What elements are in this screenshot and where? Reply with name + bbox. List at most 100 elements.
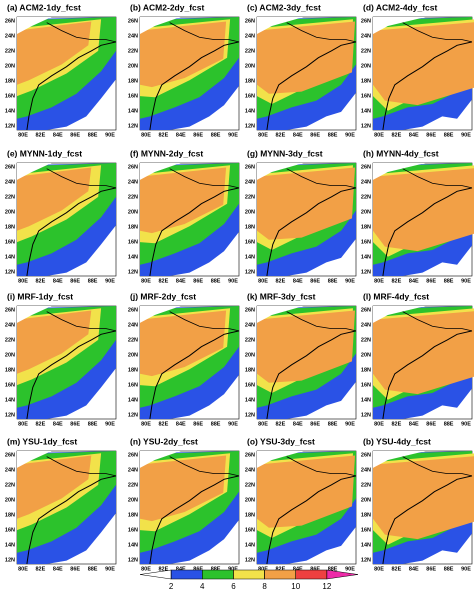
x-tick-label: 84E [53,278,63,284]
region-white [17,451,52,468]
x-tick-label: 84E [53,132,63,138]
colorbar-tick-label: 10 [291,582,300,590]
panel: (o) YSU-3dy_fcst 26N 24N 22N 20N 18N 16N 14N 12N… [245,436,357,572]
y-tick-label: 18N [361,512,371,518]
x-tick-label: 84E [293,278,303,284]
x-tick-label: 80E [258,278,268,284]
y-tick-label: 18N [128,367,138,373]
x-tick-label: 88E [211,566,221,572]
y-tick-label: 20N [5,497,15,503]
colorbar-tick-label: 2 [169,582,174,590]
panel-title: (d) ACM2-4dy_fcst [363,2,437,12]
y-tick-label: 20N [361,63,371,69]
y-tick-label: 22N [128,194,138,200]
x-tick-label: 80E [374,421,384,427]
y-tick-label: 16N [5,93,15,99]
x-tick-label: 86E [70,278,80,284]
panel-title: (l) MRF-4dy_fcst [363,291,429,301]
y-tick-label: 18N [5,512,15,518]
y-tick-label: 24N [361,322,371,328]
x-tick-label: 86E [310,278,320,284]
border [402,311,473,332]
coastline [26,41,117,131]
x-tick-label: 82E [159,132,169,138]
x-tick-label: 82E [276,278,286,284]
y-tick-label: 20N [361,209,371,215]
x-tick-label: 84E [53,421,63,427]
x-tick-label: 82E [392,278,402,284]
y-tick-label: 16N [361,93,371,99]
x-tick-label: 86E [426,278,436,284]
border [46,456,117,477]
y-tick-label: 26N [128,18,138,24]
region-white [373,163,426,180]
x-tick-label: 88E [88,421,98,427]
x-tick-label: 80E [374,132,384,138]
x-tick-label: 80E [18,132,28,138]
y-tick-label: 18N [5,78,15,84]
region-orange [373,168,474,252]
coastline [149,41,240,131]
x-tick-label: 80E [141,278,151,284]
y-tick-label: 26N [245,18,255,24]
region-orange [17,455,92,519]
x-tick-label: 82E [276,132,286,138]
x-tick-label: 86E [193,566,203,572]
y-tick-label: 14N [128,542,138,548]
y-tick-label: 24N [5,33,15,39]
region-white [140,306,181,323]
region-white [140,17,181,34]
region-white [373,451,426,468]
y-tick-label: 22N [128,482,138,488]
y-tick-label: 24N [128,467,138,473]
region-orange [17,310,92,374]
x-tick-label: 80E [18,566,28,572]
x-tick-label: 90E [461,132,471,138]
x-tick-label: 84E [176,421,186,427]
y-tick-label: 26N [128,452,138,458]
border [46,22,117,43]
coastline [266,330,357,420]
border [402,168,473,189]
x-tick-label: 80E [18,278,28,284]
y-tick-label: 26N [5,18,15,24]
y-tick-label: 26N [5,452,15,458]
y-tick-label: 26N [245,452,255,458]
y-tick-label: 14N [245,254,255,260]
x-tick-label: 86E [70,421,80,427]
y-tick-label: 20N [5,209,15,215]
x-tick-label: 84E [293,132,303,138]
region-white [140,163,181,180]
panel: (l) MRF-4dy_fcst 26N 24N 22N 20N 18N 16N 14N 12N… [361,291,474,427]
y-tick-label: 18N [361,78,371,84]
y-tick-label: 22N [245,194,255,200]
y-tick-label: 26N [245,164,255,170]
y-tick-label: 20N [245,63,255,69]
region-orange [373,311,474,395]
y-tick-label: 20N [245,209,255,215]
y-tick-label: 24N [361,179,371,185]
x-tick-label: 86E [426,566,436,572]
x-tick-label: 80E [258,132,268,138]
x-tick-label: 84E [293,566,303,572]
x-tick-label: 90E [345,421,355,427]
y-tick-label: 26N [361,18,371,24]
y-tick-label: 14N [128,254,138,260]
y-tick-label: 26N [361,307,371,313]
x-tick-label: 88E [88,278,98,284]
x-tick-label: 84E [409,132,419,138]
x-tick-label: 80E [141,132,151,138]
y-tick-label: 20N [361,497,371,503]
border [46,311,117,332]
y-tick-label: 22N [5,194,15,200]
x-tick-label: 88E [211,278,221,284]
colorbar-tick-label: 4 [200,582,205,590]
y-tick-label: 12N [5,269,15,275]
x-tick-label: 86E [193,132,203,138]
y-tick-label: 16N [245,382,255,388]
y-tick-label: 14N [245,397,255,403]
x-tick-label: 90E [228,132,238,138]
x-tick-label: 90E [345,132,355,138]
y-tick-label: 16N [245,527,255,533]
x-tick-label: 90E [461,278,471,284]
